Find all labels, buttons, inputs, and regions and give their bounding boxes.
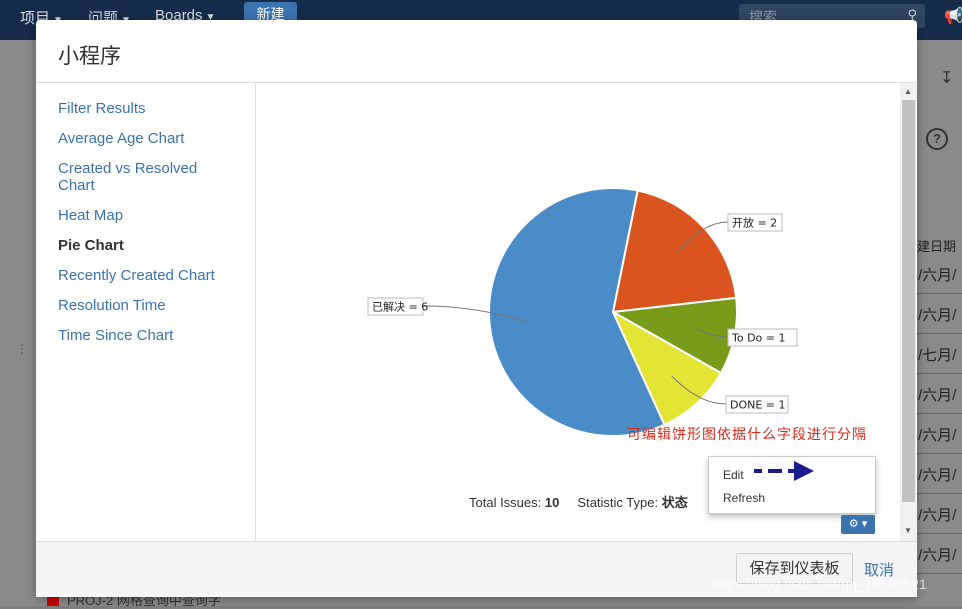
- table-cell: /六月/: [918, 547, 957, 564]
- pie-label: 开放 = 2: [732, 216, 777, 230]
- pie-chart: 开放 = 2 To Do = 1 DONE = 1 已解决 = 6: [367, 187, 798, 437]
- pie-label: DONE = 1: [730, 399, 786, 412]
- download-icon[interactable]: ↧: [940, 70, 954, 87]
- dialog-title: 小程序: [58, 45, 121, 68]
- scroll-down-arrow-icon[interactable]: ▼: [904, 526, 912, 535]
- table-cell: /六月/: [918, 507, 957, 524]
- table-cell: /六月/: [918, 467, 957, 484]
- row-divider: [917, 373, 962, 374]
- scroll-thumb[interactable]: [902, 100, 915, 502]
- pie-label-leader: [671, 375, 727, 405]
- chevron-down-icon: ▼: [205, 12, 216, 23]
- table-cell: /六月/: [918, 307, 957, 324]
- gadget-menu: Edit Refresh: [708, 456, 876, 514]
- gadget-item[interactable]: Time Since Chart: [58, 327, 174, 344]
- pie-label-leader: [676, 221, 729, 254]
- row-divider: [917, 573, 962, 574]
- row-divider: [917, 493, 962, 494]
- total-issues-value: 10: [544, 495, 560, 510]
- dialog-header: 小程序: [36, 20, 917, 83]
- table-cell: /六月/: [918, 427, 957, 444]
- gadget-item[interactable]: Heat Map: [58, 207, 124, 224]
- gadget-preview: 开放 = 2 To Do = 1 DONE = 1 已解决 = 6 可编辑饼形图依据什…: [256, 83, 917, 541]
- chart-stats: Total Issues: 10 Statistic Type: 状态: [469, 492, 688, 511]
- scroll-up-arrow-icon[interactable]: ▲: [904, 87, 912, 96]
- statistic-type-label: Statistic Type:: [577, 495, 659, 510]
- pie-label-box: [727, 328, 798, 347]
- gadget-item[interactable]: Recently Created Chart: [58, 267, 215, 284]
- gadget-item[interactable]: Resolution Time: [58, 297, 166, 314]
- gadget-item[interactable]: Average Age Chart: [58, 130, 185, 147]
- notification-icon[interactable]: 📢: [944, 8, 962, 25]
- row-divider: [917, 533, 962, 534]
- gadget-item[interactable]: Filter Results: [58, 100, 146, 117]
- statistic-type-value: 状态: [661, 495, 688, 510]
- column-header-created: 建日期: [917, 239, 957, 254]
- gadget-list: Filter Results Average Age Chart Created v…: [36, 83, 256, 541]
- arrow-annotation: [754, 461, 814, 481]
- menu-refresh[interactable]: Refresh: [723, 491, 766, 505]
- pie-label: To Do = 1: [731, 332, 786, 345]
- pie-slice: [488, 187, 666, 437]
- help-icon[interactable]: ?: [926, 128, 948, 150]
- pie-label-box: [367, 297, 424, 316]
- pie-label-leader: [697, 328, 729, 338]
- search-icon: ⚲: [907, 7, 917, 22]
- total-issues-label: Total Issues:: [469, 495, 542, 510]
- gadget-settings-button[interactable]: ⚙ ▾: [841, 515, 875, 534]
- gear-icon: ⚙: [848, 518, 859, 530]
- vertical-scrollbar[interactable]: ▲ ▼: [900, 83, 917, 541]
- dialog-body: Filter Results Average Age Chart Created v…: [36, 83, 917, 541]
- row-divider: [917, 333, 962, 334]
- drag-handle-icon: ⋮: [16, 342, 28, 356]
- gadget-item[interactable]: Created vs Resolved Chart: [58, 160, 198, 194]
- row-divider: [917, 453, 962, 454]
- nav-boards-label: Boards: [155, 7, 203, 24]
- cancel-button[interactable]: 取消: [864, 562, 895, 579]
- table-cell: /六月/: [918, 267, 957, 284]
- gadget-dialog: 小程序 Filter Results Average Age Chart Creat…: [36, 20, 917, 597]
- gadget-item[interactable]: Pie Chart: [58, 237, 124, 254]
- dialog-footer: 保存到仪表板 取消: [36, 541, 917, 597]
- pie-label-box: [727, 213, 783, 232]
- row-divider: [917, 293, 962, 294]
- menu-edit[interactable]: Edit: [723, 468, 744, 482]
- row-divider: [917, 413, 962, 414]
- watermark: https://blog.csdn.net/qq_18593521: [712, 576, 927, 592]
- pie-label: 已解决 = 6: [372, 300, 428, 314]
- nav-boards[interactable]: Boards ▼: [155, 7, 215, 24]
- pie-label-leader: [423, 305, 527, 323]
- table-cell: /七月/: [918, 347, 957, 364]
- chevron-down-icon: ▾: [861, 518, 868, 530]
- pie-label-box: [725, 395, 789, 414]
- annotation-text: 可编辑饼形图依据什么字段进行分隔: [627, 426, 867, 442]
- save-to-dashboard-button[interactable]: 保存到仪表板: [736, 553, 853, 584]
- table-cell: /六月/: [918, 387, 957, 404]
- pie-slice: [610, 309, 723, 427]
- issue-type-icon: [47, 594, 59, 606]
